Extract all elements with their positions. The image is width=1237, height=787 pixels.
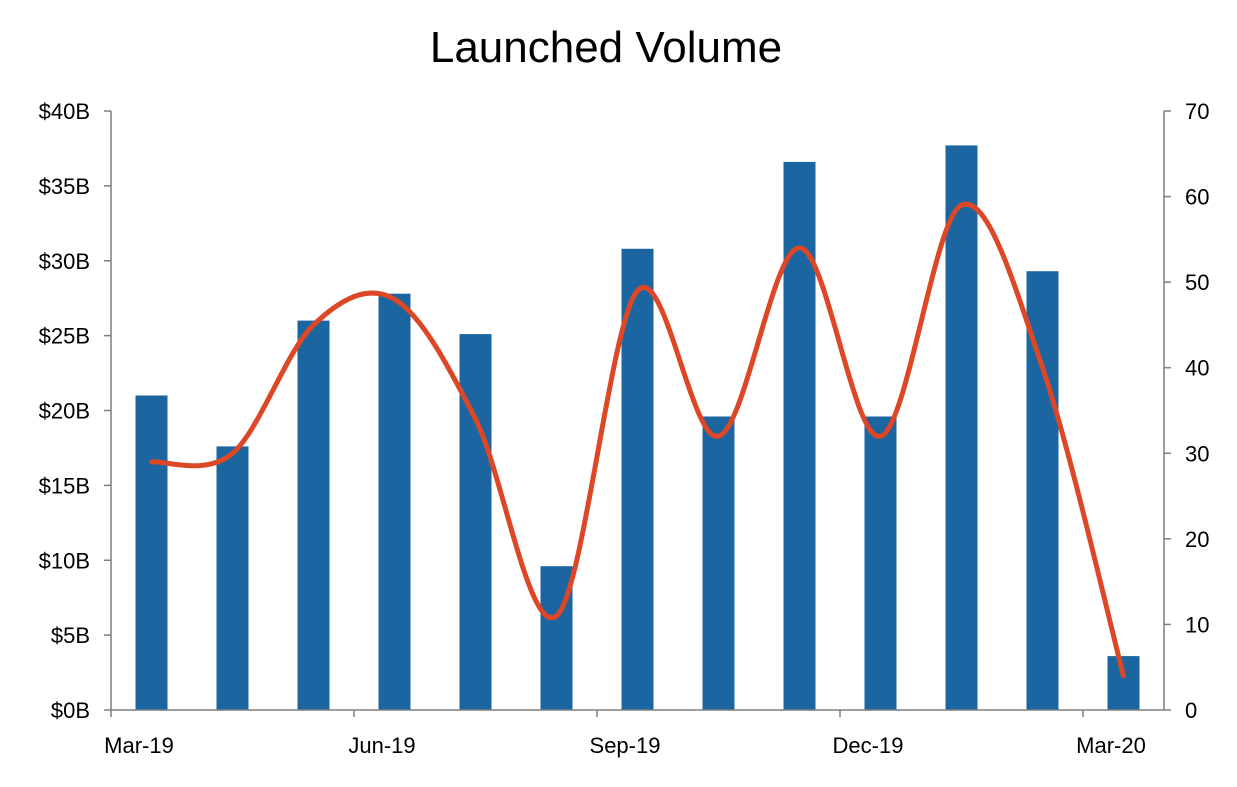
x-tick-label-2: Sep-19 (590, 733, 661, 758)
bar-1 (216, 446, 249, 710)
count-line (149, 201, 1126, 679)
x-tick-label-3: Dec-19 (833, 733, 904, 758)
left-tick-label-1: $5B (51, 623, 90, 648)
left-tick-label-4: $20B (39, 399, 90, 424)
left-tick-label-6: $30B (39, 249, 90, 274)
line-group (149, 201, 1126, 679)
bar-2 (297, 320, 330, 710)
x-tick-label-0: Mar-19 (104, 733, 174, 758)
bar-4 (459, 334, 492, 710)
right-tick-label-6: 60 (1185, 185, 1209, 210)
left-tick-label-8: $40B (39, 99, 90, 124)
left-tick-label-7: $35B (39, 174, 90, 199)
left-tick-label-0: $0B (51, 698, 90, 723)
x-tick-label-1: Jun-19 (348, 733, 415, 758)
bar-6 (621, 248, 654, 711)
axes-group (104, 110, 1171, 717)
bar-3 (378, 293, 411, 710)
left-tick-label-5: $25B (39, 324, 90, 349)
bar-7 (702, 416, 735, 710)
left-tick-label-2: $10B (39, 548, 90, 573)
bar-0 (135, 395, 168, 710)
bar-12 (1107, 656, 1140, 710)
right-tick-label-5: 50 (1185, 270, 1209, 295)
bar-10 (945, 145, 978, 710)
x-tick-label-4: Mar-20 (1076, 733, 1146, 758)
right-tick-label-2: 20 (1185, 527, 1209, 552)
right-tick-label-1: 10 (1185, 612, 1209, 637)
bar-11 (1026, 271, 1059, 710)
bars-group (135, 145, 1140, 711)
chart-title: Launched Volume (430, 23, 782, 72)
right-tick-label-0: 0 (1185, 698, 1197, 723)
right-tick-label-7: 70 (1185, 99, 1209, 124)
bar-9 (864, 416, 897, 710)
right-tick-label-3: 30 (1185, 441, 1209, 466)
tick-labels-group: $0B $5B $10B $15B $20B $25B $30B $35B $40B 0 10 20 3… (39, 99, 1210, 758)
left-tick-label-3: $15B (39, 473, 90, 498)
right-tick-label-4: 40 (1185, 356, 1209, 381)
bar-8 (783, 161, 816, 710)
